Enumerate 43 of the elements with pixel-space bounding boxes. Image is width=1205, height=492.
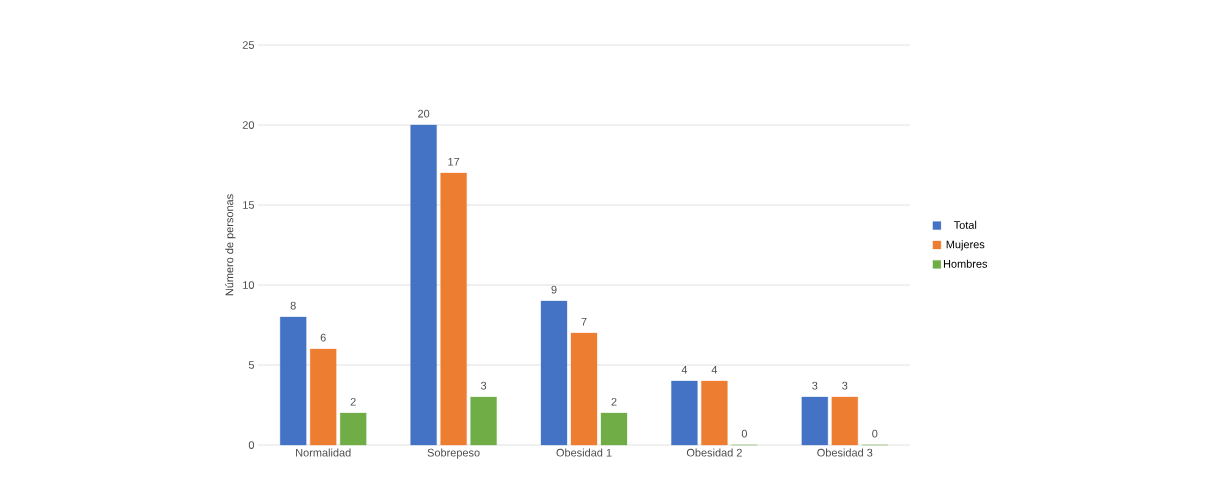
bar: [470, 396, 497, 446]
data-label: 3: [480, 381, 487, 390]
data-label: 4: [711, 366, 718, 374]
x-tick-label: Obesidad 3: [817, 448, 873, 457]
bar: [570, 332, 598, 446]
data-label: 3: [812, 381, 818, 390]
y-tick-label: 20: [242, 121, 255, 129]
data-label: 8: [290, 301, 296, 310]
bar: [801, 396, 828, 446]
bar: [671, 380, 698, 446]
x-tick-label: Sobrepeso: [427, 448, 480, 459]
y-tick-label: 0: [248, 441, 255, 449]
data-label: 4: [681, 366, 688, 374]
y-axis-title: Número de personas: [225, 194, 236, 296]
legend-label: Total: [953, 220, 977, 229]
x-tick-label: Obesidad 2: [686, 448, 742, 457]
bar: [440, 172, 467, 446]
bar: [340, 412, 367, 446]
legend-label: Mujeres: [946, 240, 985, 251]
x-tick-label: Obesidad 1: [556, 448, 612, 457]
bar: [540, 300, 568, 446]
data-label: 6: [320, 333, 326, 342]
data-label: 0: [872, 429, 878, 438]
y-tick-label: 5: [248, 361, 255, 369]
data-label: 9: [551, 285, 557, 294]
y-tick-label: 25: [242, 41, 255, 49]
data-label: 0: [741, 429, 748, 438]
bar: [600, 412, 628, 446]
bar: [310, 348, 337, 446]
legend-label: Hombres: [943, 259, 988, 268]
y-tick-label: 10: [243, 281, 255, 289]
data-label: 3: [842, 381, 848, 390]
data-label: 2: [350, 397, 356, 406]
bar: [280, 316, 307, 446]
bar: [701, 380, 728, 446]
x-tick-label: Normalidad: [296, 448, 351, 457]
bar: [410, 124, 437, 446]
bar: [831, 396, 858, 446]
data-label: 20: [418, 109, 430, 118]
data-label: 17: [448, 158, 460, 166]
data-label: 7: [581, 318, 587, 326]
data-label: 2: [611, 397, 617, 406]
y-tick-label: 15: [243, 201, 255, 209]
